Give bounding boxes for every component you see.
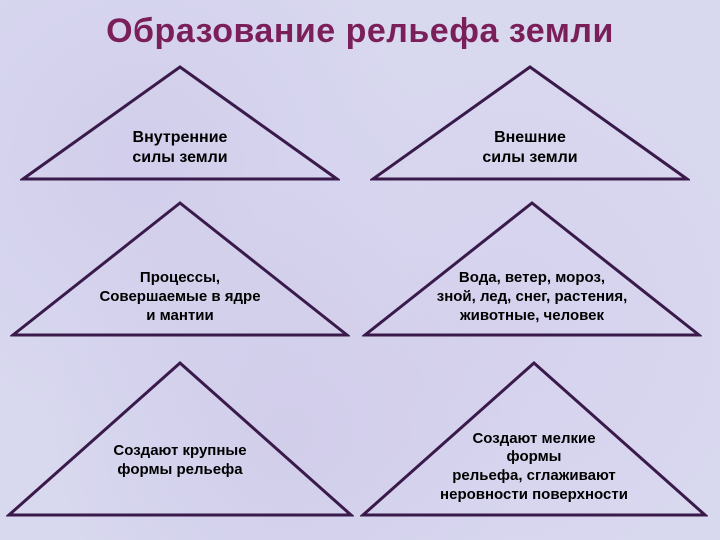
triangle-label: Внешние силы земли	[370, 128, 690, 168]
triangle-label: Внутренние силы земли	[20, 128, 340, 168]
triangle-cell: Вода, ветер, мороз, зной, лед, снег, рас…	[362, 200, 702, 338]
triangle-cell: Создают крупные формы рельефа	[6, 360, 354, 518]
triangle-shape	[6, 360, 354, 518]
triangle-label: Вода, ветер, мороз, зной, лед, снег, рас…	[362, 269, 702, 325]
page-title: Образование рельефа земли	[0, 0, 720, 51]
triangle-label: Создают крупные формы рельефа	[6, 442, 354, 480]
triangle-cell: Создают мелкие формы рельефа, сглаживают…	[360, 360, 708, 518]
triangle-cell: Процессы, Совершаемые в ядре и мантии	[10, 200, 350, 338]
triangle-cell: Внутренние силы земли	[20, 64, 340, 182]
triangle-label: Процессы, Совершаемые в ядре и мантии	[10, 269, 350, 325]
triangle-label: Создают мелкие формы рельефа, сглаживают…	[360, 430, 708, 505]
triangle-cell: Внешние силы земли	[370, 64, 690, 182]
